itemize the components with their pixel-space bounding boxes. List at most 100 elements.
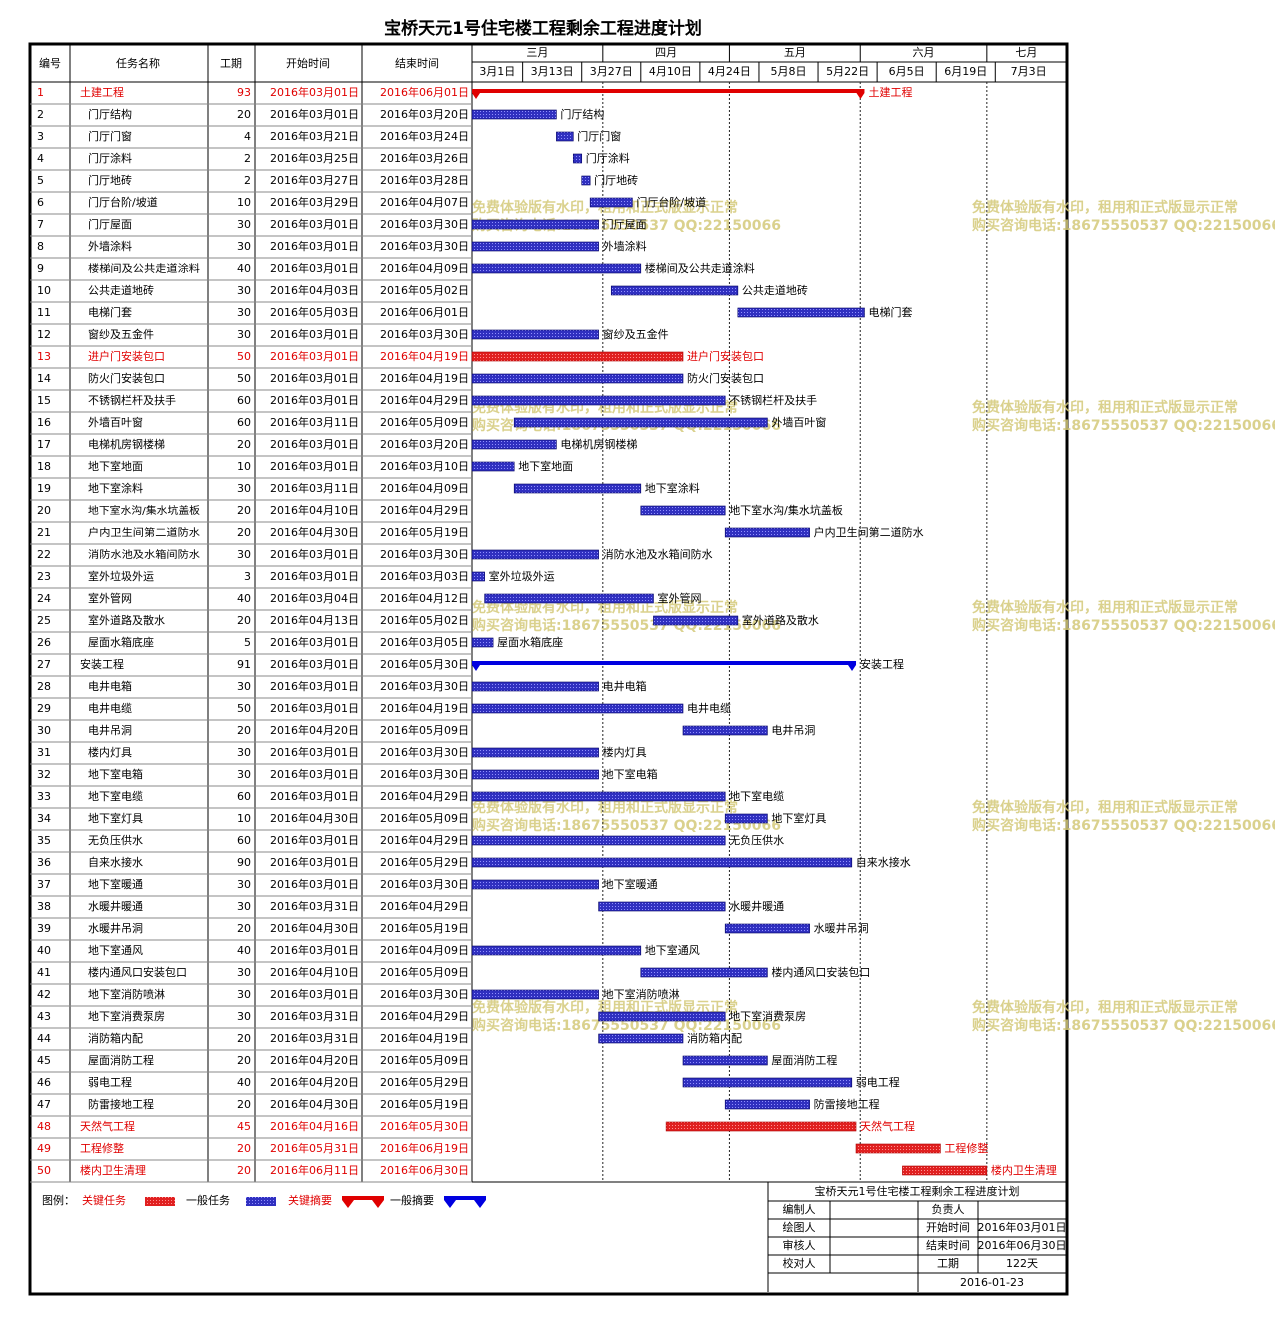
task-bar <box>855 1143 941 1154</box>
task-bar <box>513 417 768 428</box>
task-duration: 30 <box>237 746 251 759</box>
task-name: 自来水接水 <box>88 856 143 869</box>
footer-label: 结束时间 <box>926 1239 970 1252</box>
bar-label: 地下室通风 <box>645 943 700 957</box>
task-name: 地下室暖通 <box>88 877 143 891</box>
task-id: 9 <box>37 262 44 275</box>
task-id: 13 <box>37 350 51 363</box>
task-bar <box>682 1077 853 1088</box>
task-name: 外墙涂料 <box>88 239 132 253</box>
task-bar <box>556 131 574 142</box>
task-bar <box>471 747 599 758</box>
task-id: 16 <box>37 416 51 429</box>
task-end: 2016年04月19日 <box>380 371 469 385</box>
bar-label: 门厅台阶/坡道 <box>636 195 706 209</box>
task-start: 2016年03月11日 <box>270 415 359 429</box>
task-start: 2016年04月13日 <box>270 613 359 627</box>
task-end: 2016年03月03日 <box>380 569 469 583</box>
task-start: 2016年04月16日 <box>270 1119 359 1133</box>
task-duration: 20 <box>237 1032 251 1045</box>
task-bar <box>610 285 739 296</box>
bar-label: 门厅门窗 <box>577 129 621 143</box>
task-id: 4 <box>37 152 44 165</box>
task-id: 45 <box>37 1054 51 1067</box>
task-id: 27 <box>37 658 51 671</box>
task-duration: 30 <box>237 680 251 693</box>
task-name: 电井电缆 <box>88 701 132 715</box>
task-duration: 40 <box>237 592 251 605</box>
task-bar <box>737 307 865 318</box>
week-label: 5月8日 <box>771 65 807 78</box>
task-id: 29 <box>37 702 51 715</box>
task-duration: 93 <box>237 86 251 99</box>
task-start: 2016年04月20日 <box>270 1075 359 1089</box>
task-start: 2016年03月31日 <box>270 1031 359 1045</box>
task-end: 2016年06月19日 <box>380 1141 469 1155</box>
task-duration: 30 <box>237 548 251 561</box>
bar-label: 水暖井吊洞 <box>814 921 869 935</box>
task-bar <box>471 681 599 692</box>
bar-label: 消防箱内配 <box>687 1031 742 1045</box>
task-start: 2016年03月21日 <box>270 129 359 143</box>
task-end: 2016年05月29日 <box>380 855 469 869</box>
task-start: 2016年04月30日 <box>270 921 359 935</box>
task-end: 2016年04月09日 <box>380 481 469 495</box>
watermark: 免费体验版有水印，租用和正式版显示正常 <box>972 599 1238 616</box>
week-label: 3月27日 <box>590 65 633 78</box>
week-label: 6月19日 <box>944 65 987 78</box>
task-duration: 60 <box>237 790 251 803</box>
task-id: 38 <box>37 900 51 913</box>
watermark: 免费体验版有水印，租用和正式版显示正常 <box>972 999 1238 1016</box>
task-start: 2016年04月20日 <box>270 1053 359 1067</box>
task-id: 14 <box>37 372 51 385</box>
bar-label: 楼内灯具 <box>603 745 647 759</box>
legend-swatch <box>444 1196 486 1208</box>
task-end: 2016年04月19日 <box>380 1031 469 1045</box>
task-end: 2016年03月30日 <box>380 327 469 341</box>
week-label: 4月24日 <box>708 65 751 78</box>
task-name: 防火门安装包口 <box>88 371 165 385</box>
task-bar <box>581 175 591 186</box>
task-start: 2016年03月04日 <box>270 591 359 605</box>
task-name: 楼梯间及公共走道涂料 <box>88 262 200 275</box>
legend-swatch <box>145 1197 175 1206</box>
task-duration: 20 <box>237 724 251 737</box>
legend-label: 关键摘要 <box>288 1193 332 1207</box>
task-end: 2016年06月30日 <box>380 1163 469 1177</box>
task-id: 34 <box>37 812 51 825</box>
task-end: 2016年03月30日 <box>380 745 469 759</box>
task-id: 3 <box>37 130 44 143</box>
task-bar <box>471 263 642 274</box>
task-start: 2016年03月01日 <box>270 261 359 275</box>
legend-label: 关键任务 <box>82 1193 126 1207</box>
task-end: 2016年03月28日 <box>380 173 469 187</box>
task-id: 17 <box>37 438 51 451</box>
watermark: 购买咨询电话:18675550537 QQ:22150066 <box>472 817 781 834</box>
task-start: 2016年03月01日 <box>270 371 359 385</box>
legend-label: 一般任务 <box>186 1194 230 1207</box>
task-end: 2016年05月19日 <box>380 525 469 539</box>
task-bar <box>471 329 599 340</box>
header: 工期 <box>220 57 242 70</box>
task-duration: 20 <box>237 1142 251 1155</box>
legend-label: 一般摘要 <box>390 1193 434 1207</box>
bar-label: 门厅结构 <box>560 107 604 121</box>
task-start: 2016年03月01日 <box>270 547 359 561</box>
task-bar <box>471 879 599 890</box>
task-end: 2016年03月24日 <box>380 129 469 143</box>
task-name: 楼内卫生清理 <box>80 1163 146 1177</box>
footer-label: 编制人 <box>783 1202 816 1216</box>
task-duration: 20 <box>237 1098 251 1111</box>
task-duration: 5 <box>244 636 251 649</box>
task-start: 2016年04月30日 <box>270 811 359 825</box>
task-end: 2016年05月19日 <box>380 1097 469 1111</box>
bar-label: 门厅屋面 <box>603 217 647 231</box>
task-id: 41 <box>37 966 51 979</box>
task-name: 电梯门套 <box>88 305 132 319</box>
task-bar <box>471 395 726 406</box>
task-name: 楼内通风口安装包口 <box>88 965 187 979</box>
bar-label: 自来水接水 <box>856 856 911 869</box>
task-duration: 45 <box>237 1120 251 1133</box>
bar-label: 不锈钢栏杆及扶手 <box>729 393 817 407</box>
